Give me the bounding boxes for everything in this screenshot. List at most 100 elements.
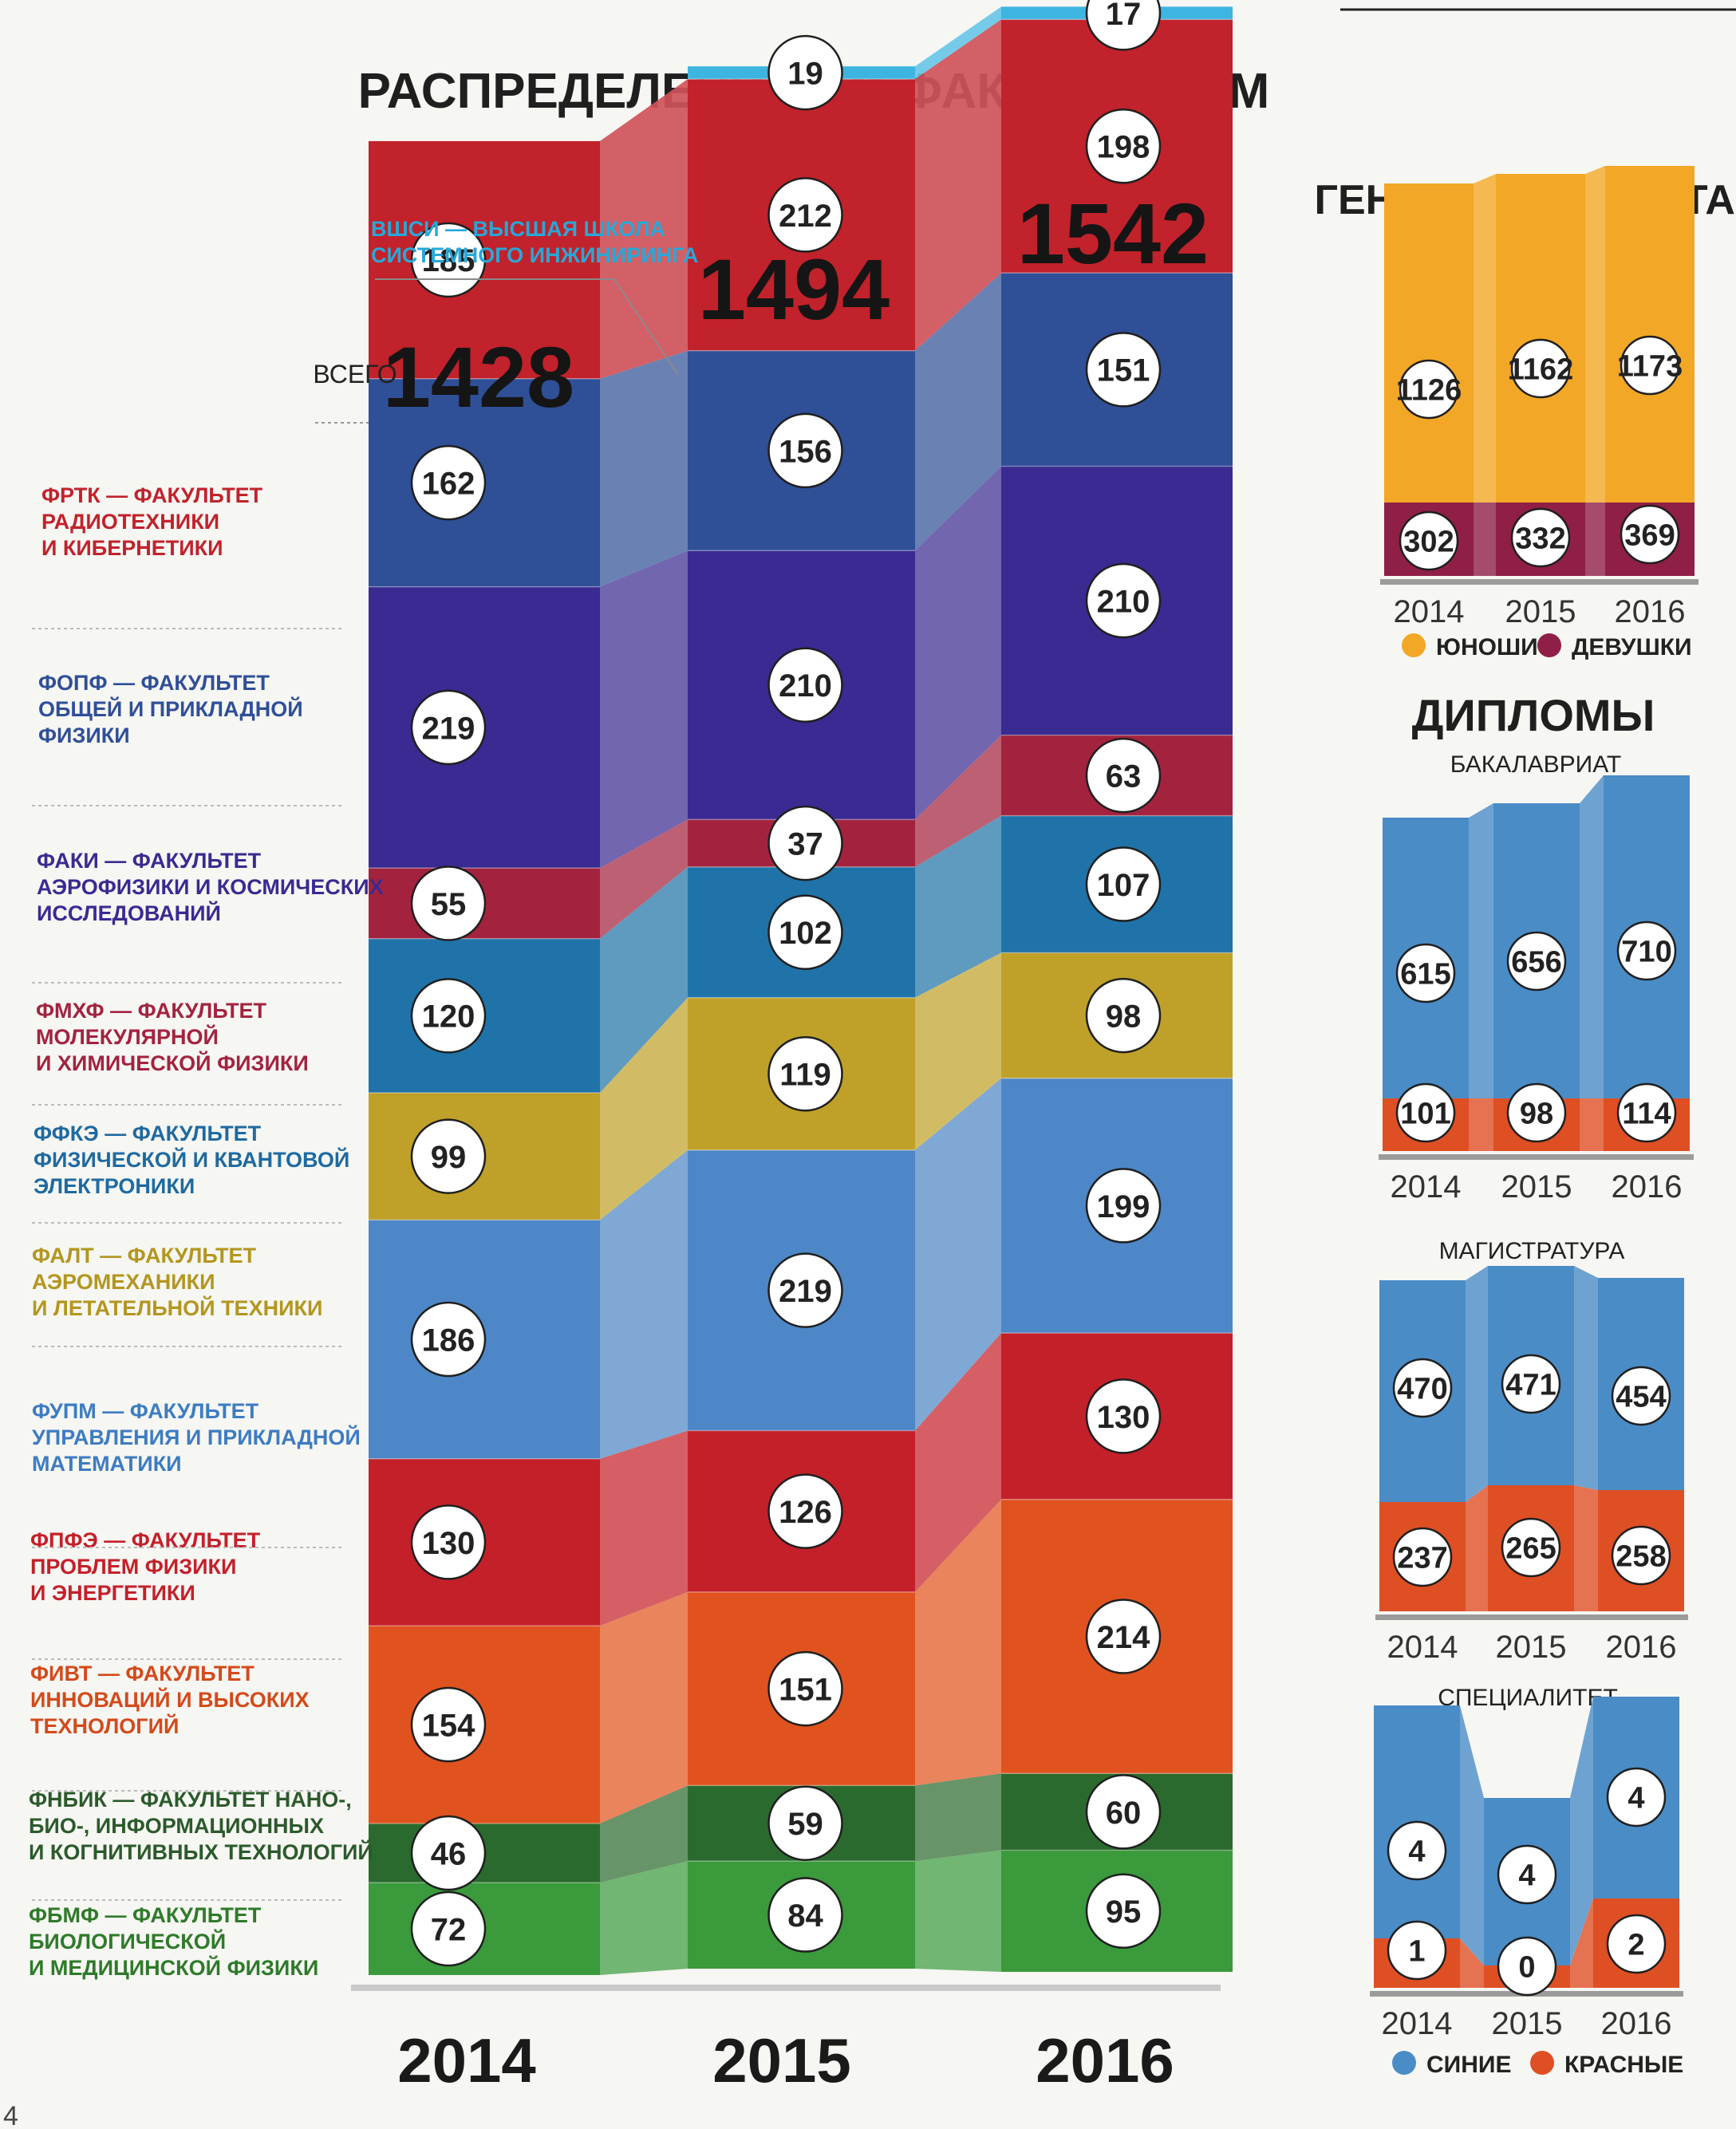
diplomas-legend-label-2: КРАСНЫЕ: [1564, 2052, 1683, 2078]
badge-ФАЛТ-2015-circle: [767, 1035, 843, 1112]
badge-ФИВТ-2016-label: 214: [1097, 1620, 1150, 1655]
badge-ФРТК-2014-circle: [410, 222, 487, 298]
faculty-label-ФИВТ-line-3: ТЕХНОЛОГИЙ: [30, 1713, 179, 1738]
badge-ВШСИ-2015: 19: [767, 34, 843, 111]
main-baseline: [351, 1985, 1221, 1991]
badge-ФУПМ-2015-circle: [767, 1252, 843, 1328]
connector-ФУПМ-2014-2015: [600, 1149, 688, 1459]
badge-ФФКЭ-2014-circle: [410, 978, 487, 1054]
badge-ФИВТ-2016-circle: [1085, 1599, 1162, 1674]
gender-badge-ЮНОШИ-2016-label: 1173: [1617, 350, 1683, 384]
badge-ВШСИ-2016-circle: [1085, 0, 1162, 51]
faculty-label-ФМХФ-line-2: МОЛЕКУЛЯРНОЙ: [36, 1024, 219, 1049]
specialist-chart-group: 1 0 2 4 4 4 2014 2015 2016: [1370, 1697, 1683, 2041]
badge-ФАЛТ-2015: 119: [767, 1035, 843, 1112]
gender-legend-swatch-2: [1537, 633, 1561, 657]
badge-ФБМФ-2015: 84: [767, 1877, 843, 1953]
badge-ФНБИК-2014-circle: [410, 1815, 487, 1891]
bachelor-badge-КРАСНЫЕ-2016-label: 114: [1622, 1098, 1671, 1131]
faculty-label-ФАКИ-line-3: ИССЛЕДОВАНИЙ: [37, 901, 221, 925]
faculty-label-ФФКЭ-line-2: ФИЗИЧЕСКОЙ И КВАНТОВОЙ: [34, 1147, 349, 1172]
specialist-badge-КРАСНЫЕ-2015: 0: [1497, 1936, 1557, 1997]
master-badge-СИНИЕ-2014: 470: [1392, 1358, 1453, 1418]
connector-ФПФЭ-2014-2015: [600, 1430, 688, 1626]
faculty-label-ФФКЭ-line-1: ФФКЭ — ФАКУЛЬТЕТ: [34, 1122, 262, 1145]
specialist-badge-КРАСНЫЕ-2014: 1: [1387, 1920, 1447, 1981]
bachelor-badge-СИНИЕ-2016-label: 710: [1621, 936, 1671, 969]
gender-badge-ЮНОШИ-2016: 1173: [1617, 335, 1683, 396]
badge-ФАКИ-2016-circle: [1085, 562, 1162, 639]
master-year-2016: 2016: [1606, 1630, 1677, 1665]
specialist-connector-СИНИЕ-2014: [1460, 1705, 1484, 1965]
specialist-connector-СИНИЕ-2015: [1570, 1697, 1593, 1965]
faculty-label-ФОПФ-line-2: ОБЩЕЙ И ПРИКЛАДНОЙ: [38, 696, 303, 721]
specialist-badge-КРАСНЫЕ-2016: 2: [1606, 1914, 1667, 1974]
gender-connector-ЮНОШИ-2014: [1474, 174, 1496, 503]
badge-ФАЛТ-2014-circle: [410, 1118, 487, 1194]
vshsi-pointer: [375, 278, 679, 376]
faculty-label-ФОПФ-line-1: ФОПФ — ФАКУЛЬТЕТ: [38, 671, 270, 695]
gender-badge-ДЕВУШКИ-2016: 369: [1620, 504, 1680, 565]
badge-ВШСИ-2016: 17: [1085, 0, 1162, 51]
specialist-badge-СИНИЕ-2016: 4: [1606, 1767, 1667, 1827]
badge-ФПФЭ-2016-label: 130: [1097, 1400, 1150, 1435]
connector-ВШСИ-2015-2016: [915, 6, 1001, 80]
master-connector-КРАСНЫЕ-2015: [1574, 1485, 1598, 1611]
total-2016: 1542: [1017, 185, 1209, 282]
gender-chart-group: 302 332 369 1126 1162 1173 2014 2015 2016: [1380, 166, 1699, 629]
badge-ФФКЭ-2016: 107: [1085, 846, 1162, 922]
badge-ФМХФ-2016-label: 63: [1106, 759, 1142, 794]
total-2015: 1494: [698, 241, 890, 337]
total-label: ВСЕГО: [313, 360, 397, 388]
page-number: 4: [3, 2101, 18, 2129]
badge-ВШСИ-2015-circle: [767, 34, 843, 111]
gender-connector-ЮНОШИ-2015: [1585, 166, 1605, 503]
faculty-label-ФИВТ-line-2: ИННОВАЦИЙ И ВЫСОКИХ: [30, 1687, 310, 1712]
badge-ФФКЭ-2014: 120: [410, 978, 487, 1054]
gender-badge-ДЕВУШКИ-2015-circle: [1510, 507, 1571, 568]
badge-ФНБИК-2014: 46: [410, 1815, 487, 1891]
bachelor-connector-СИНИЕ-2014: [1469, 803, 1493, 1098]
master-chart-group: 237 265 258 470 471 454 2014 2015 2016: [1375, 1266, 1688, 1665]
connector-ФБМФ-2015-2016: [915, 1850, 1001, 1972]
badge-ФНБИК-2016: 60: [1085, 1774, 1162, 1850]
faculty-label-ФАКИ-line-2: АЭРОФИЗИКИ И КОСМИЧЕСКИХ: [37, 875, 384, 899]
gender-bar-ЮНОШИ-2015: [1496, 174, 1585, 503]
bachelor-baseline: [1379, 1154, 1694, 1160]
specialist-year-2014: 2014: [1382, 2006, 1453, 2041]
connector-ФИВТ-2015-2016: [915, 1499, 1001, 1786]
master-badge-КРАСНЫЕ-2016: 258: [1611, 1525, 1671, 1586]
badge-ФМХФ-2014-label: 55: [431, 887, 467, 922]
bachelor-badge-СИНИЕ-2016: 710: [1616, 921, 1677, 981]
connector-ФОПФ-2015-2016: [915, 273, 1001, 551]
specialist-badge-КРАСНЫЕ-2016-circle: [1606, 1914, 1667, 1974]
badge-ФФКЭ-2015-circle: [767, 894, 843, 970]
faculty-label-ФУПМ-line-2: УПРАВЛЕНИЯ И ПРИКЛАДНОЙ: [32, 1425, 361, 1449]
bachelor-badge-КРАСНЫЕ-2014-circle: [1395, 1082, 1456, 1143]
connector-ФРТК-2015-2016: [915, 19, 1001, 351]
bachelor-badge-КРАСНЫЕ-2016: 114: [1616, 1082, 1677, 1143]
badge-ФРТК-2015-circle: [767, 177, 843, 253]
faculty-label-ФРТК-line-1: ФРТК — ФАКУЛЬТЕТ: [41, 483, 263, 507]
bachelor-badge-СИНИЕ-2014: 615: [1395, 943, 1456, 1003]
master-badge-СИНИЕ-2016-label: 454: [1616, 1381, 1666, 1414]
master-badge-КРАСНЫЕ-2016-circle: [1611, 1525, 1671, 1586]
badge-ФИВТ-2014-circle: [410, 1686, 487, 1763]
bachelor-badge-СИНИЕ-2014-label: 615: [1400, 958, 1450, 992]
faculty-label-ФАЛТ-line-1: ФАЛТ — ФАКУЛЬТЕТ: [32, 1244, 257, 1268]
specialist-connector-КРАСНЫЕ-2014: [1460, 1938, 1484, 1988]
gender-badge-ЮНОШИ-2015-label: 1162: [1508, 353, 1573, 387]
faculty-label-ФБМФ-line-2: БИОЛОГИЧЕСКОЙ: [29, 1929, 226, 1954]
badge-ФМХФ-2016: 63: [1085, 737, 1162, 814]
master-year-2015: 2015: [1496, 1630, 1567, 1665]
badge-ФРТК-2015: 212: [767, 177, 843, 253]
badge-ФБМФ-2014: 72: [410, 1890, 487, 1967]
